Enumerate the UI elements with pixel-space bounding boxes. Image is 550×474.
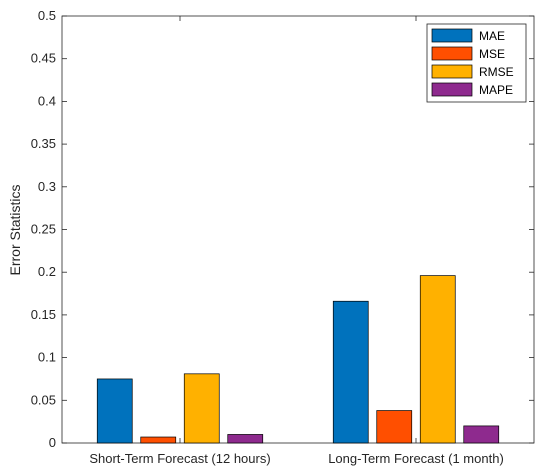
bar-mae-1 xyxy=(96,378,133,444)
bar-rmse-1 xyxy=(183,373,220,444)
y-tick-label: 0.05 xyxy=(31,392,56,407)
y-tick-label: 0.25 xyxy=(31,222,56,237)
x-tick-label: Long-Term Forecast (1 month) xyxy=(328,451,504,466)
bar-mse-2 xyxy=(376,410,413,444)
legend-swatch-mse xyxy=(431,46,473,61)
bar-mae-2 xyxy=(332,300,369,444)
bar-mape-2 xyxy=(463,425,500,444)
legend: MAE MSE RMSE MAPE xyxy=(426,23,527,103)
legend-label-rmse: RMSE xyxy=(479,65,514,79)
y-tick-label: 0.45 xyxy=(31,51,56,66)
bar-mse-1 xyxy=(140,436,177,444)
bar-mape-1 xyxy=(227,434,264,444)
y-tick-label: 0.15 xyxy=(31,307,56,322)
y-tick-label: 0.4 xyxy=(38,93,56,108)
y-tick-label: 0.1 xyxy=(38,350,56,365)
legend-label-mae: MAE xyxy=(479,29,505,43)
y-tick-label: 0.2 xyxy=(38,264,56,279)
legend-label-mape: MAPE xyxy=(479,83,513,97)
bars-group xyxy=(96,275,500,444)
legend-swatch-mae xyxy=(431,28,473,43)
y-tick-label: 0.35 xyxy=(31,136,56,151)
legend-label-mse: MSE xyxy=(479,47,505,61)
bar-rmse-2 xyxy=(419,275,456,444)
legend-swatch-rmse xyxy=(431,64,473,79)
y-tick-label: 0.5 xyxy=(38,8,56,23)
legend-swatch-mape xyxy=(431,82,473,97)
y-tick-label: 0 xyxy=(49,435,56,450)
y-tick-label: 0.3 xyxy=(38,179,56,194)
y-axis-label: Error Statistics xyxy=(7,184,23,275)
x-axis: Short-Term Forecast (12 hours) Long-Term … xyxy=(89,16,504,466)
y-axis: 0 0.05 0.1 0.15 0.2 0.25 0.3 0.35 0.4 0.45 0.5 xyxy=(31,8,534,450)
x-tick-label: Short-Term Forecast (12 hours) xyxy=(89,451,270,466)
